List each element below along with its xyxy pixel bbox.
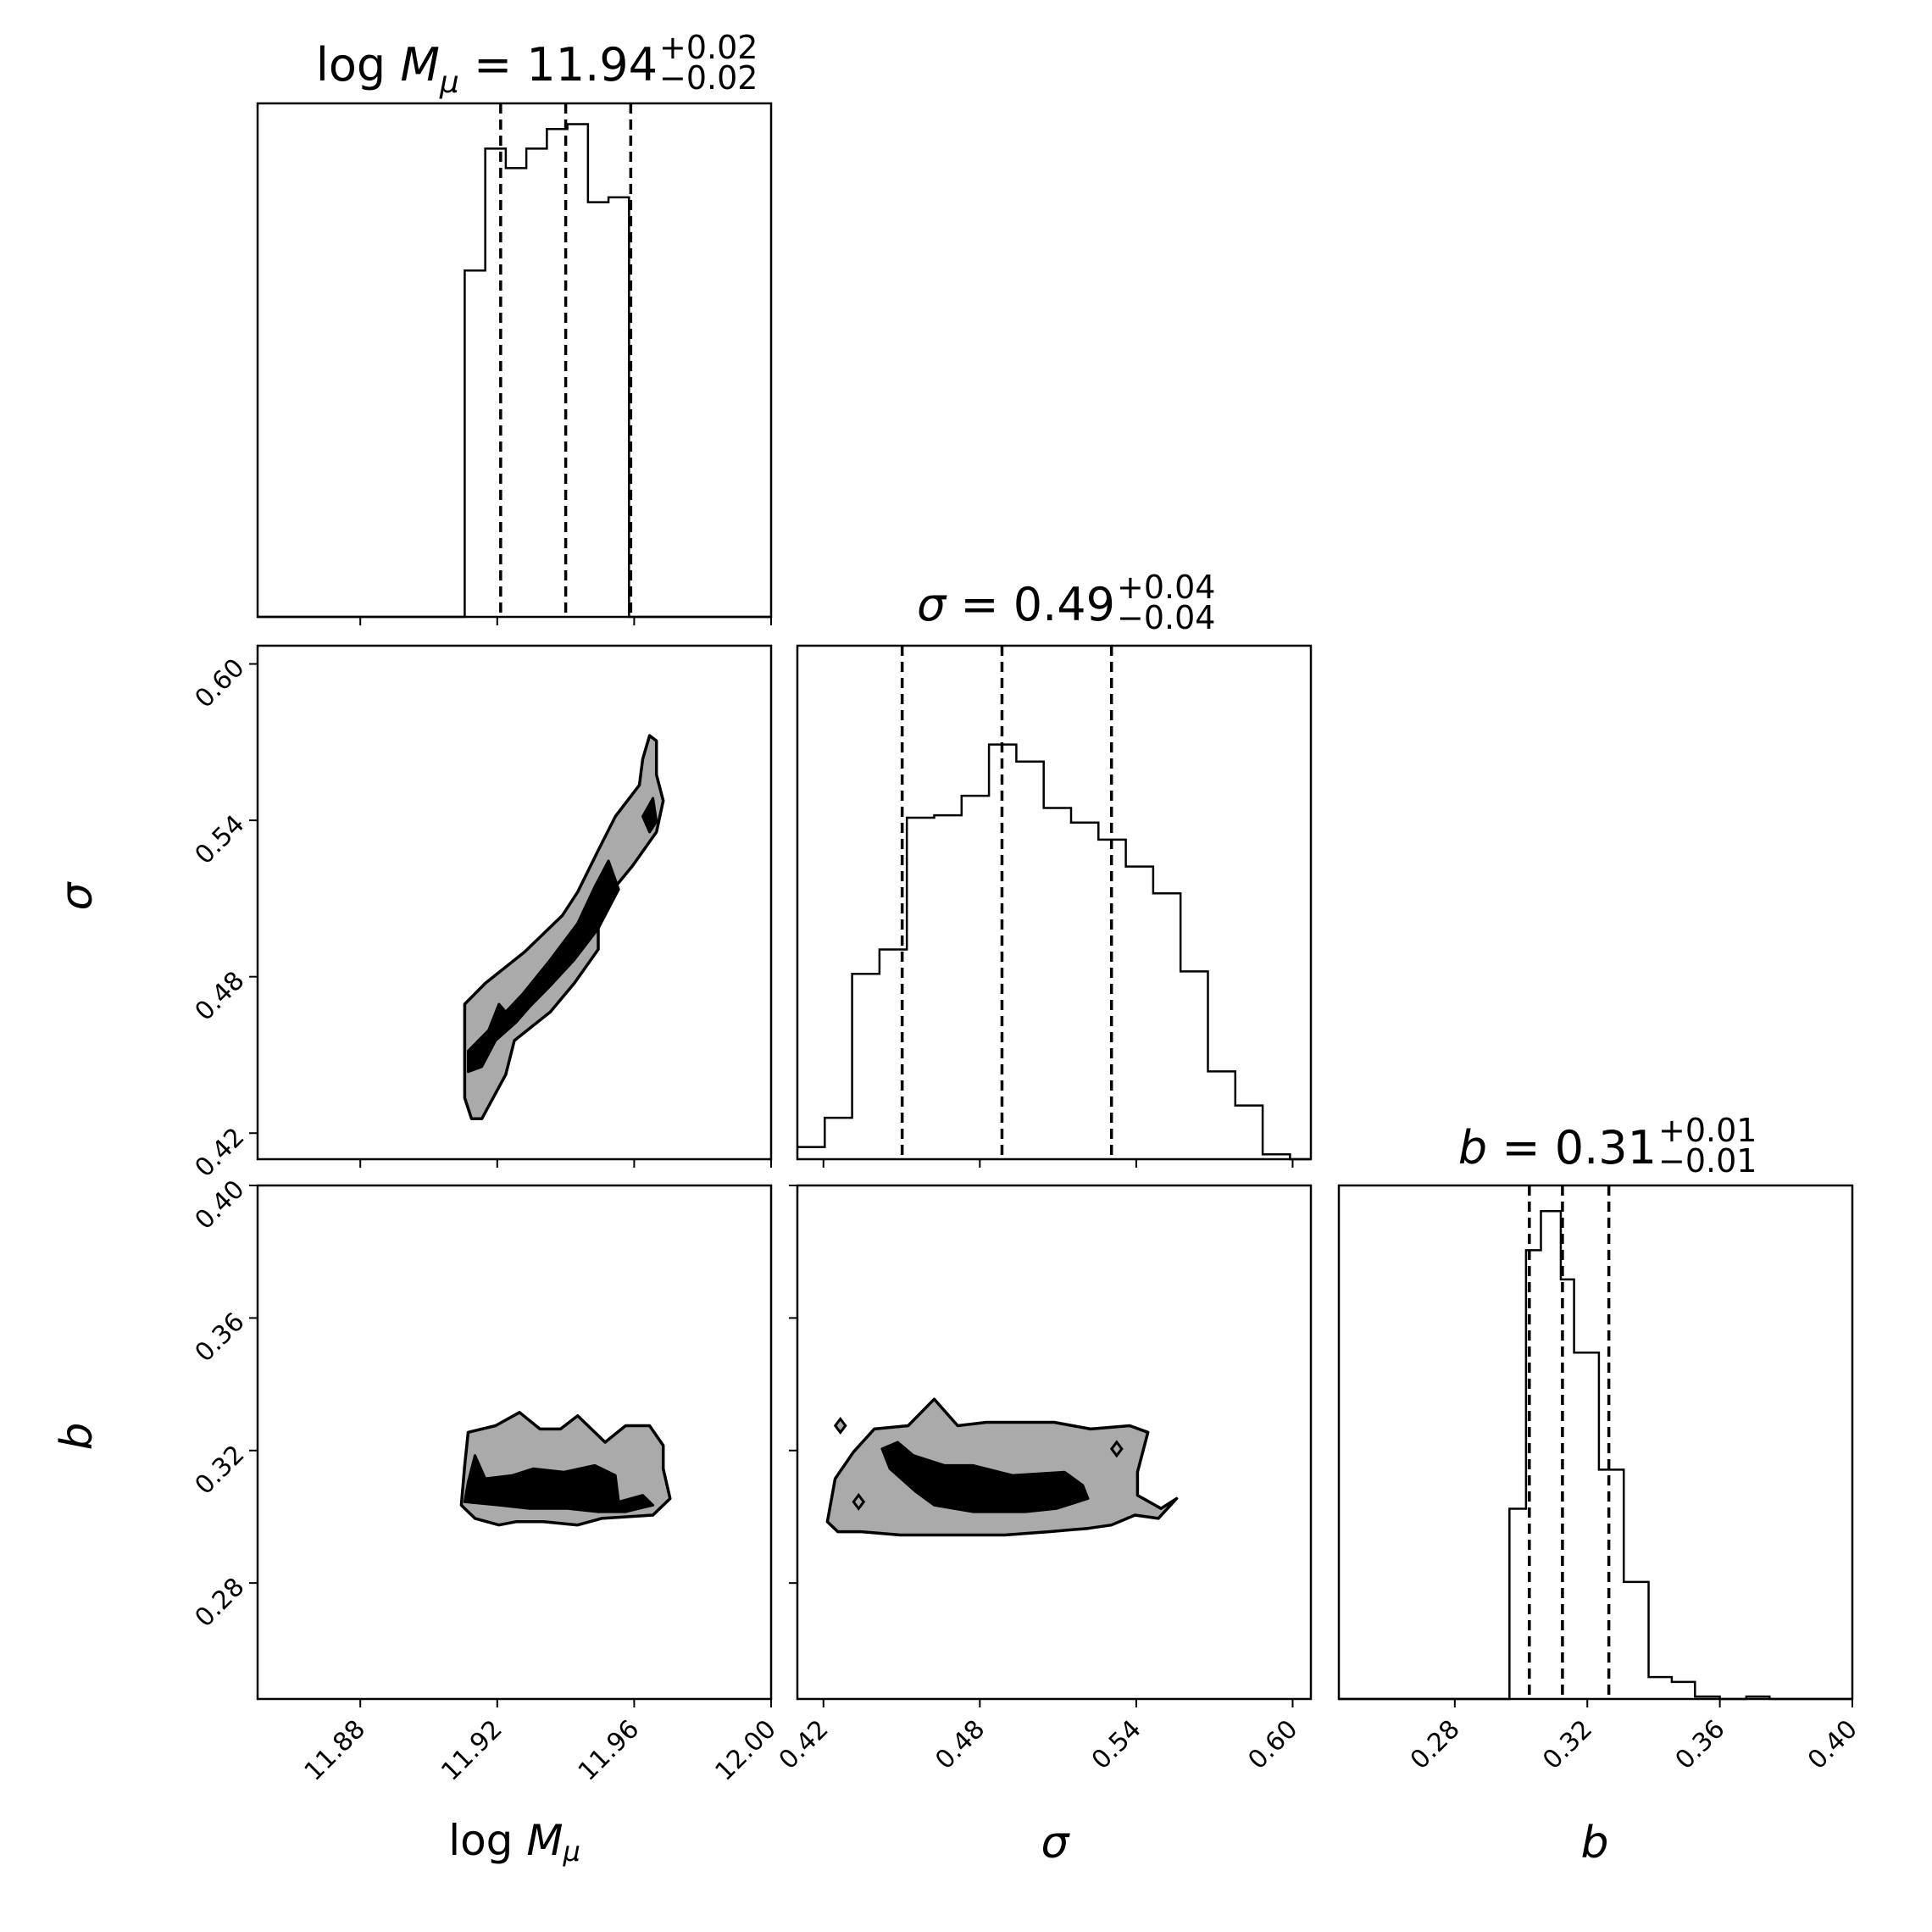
ytick-label-b-2: 0.36: [190, 1307, 251, 1368]
histogram-logM: [258, 123, 771, 619]
ytick-label-sigma-1: 0.48: [190, 966, 251, 1027]
ylabel-b: b: [52, 1422, 103, 1450]
title-b: b = 0.31 +0.01−0.01: [1458, 1112, 1757, 1180]
title-sigma: σ = 0.49 +0.04−0.04: [917, 569, 1216, 636]
contour-outer-logM-sigma: [463, 734, 665, 1121]
histogram-b: [1339, 1210, 1852, 1701]
xtick-label-logM-2: 11.96: [573, 1714, 645, 1786]
contour-inner-logM-sigma-1: [641, 797, 658, 834]
svg-text:−0.01: −0.01: [1658, 1142, 1757, 1180]
panel-frame-2-1: [796, 1184, 1313, 1701]
xtick-label-logM-1: 11.92: [436, 1714, 508, 1786]
panel-frame-1-1: [796, 644, 1313, 1161]
histogram-sigma: [797, 743, 1311, 1161]
ytick-label-b-3: 0.40: [190, 1174, 251, 1235]
panel-frame-2-2: [1337, 1184, 1854, 1701]
xtick-label-b-0: 0.28: [1405, 1714, 1466, 1775]
xlabel-logM: log Mμ: [448, 1816, 580, 1868]
contour-inner-sigma-b-0: [880, 1441, 1090, 1513]
contour-inner-logM-b-0: [463, 1454, 655, 1513]
svg-text:σ = 0.49: σ = 0.49: [917, 578, 1115, 631]
panel-frame-1-0: [256, 644, 773, 1161]
xtick-label-sigma-0: 0.42: [774, 1714, 835, 1775]
ytick-label-b-1: 0.32: [190, 1440, 251, 1501]
xlabel-sigma: σ: [1041, 1818, 1071, 1868]
contour-island-sigma-b-0: [833, 1416, 847, 1435]
xtick-label-sigma-3: 0.60: [1242, 1714, 1303, 1775]
svg-text:+0.02: +0.02: [659, 29, 758, 66]
svg-text:+0.04: +0.04: [1117, 569, 1215, 606]
contour-island-sigma-b-2: [1109, 1440, 1124, 1458]
svg-text:−0.04: −0.04: [1117, 599, 1215, 636]
contour-island-sigma-b-1: [852, 1492, 866, 1511]
svg-text:b = 0.31: b = 0.31: [1458, 1121, 1657, 1174]
panel-frame-0-0: [256, 102, 773, 619]
ytick-label-b-0: 0.28: [190, 1572, 251, 1633]
xtick-label-logM-0: 11.88: [299, 1714, 371, 1786]
ytick-label-sigma-3: 0.60: [190, 653, 251, 714]
xlabel-b: b: [1580, 1818, 1608, 1868]
ytick-label-sigma-2: 0.54: [190, 809, 251, 870]
xtick-label-sigma-2: 0.54: [1086, 1714, 1147, 1775]
ytick-label-sigma-0: 0.42: [190, 1122, 251, 1183]
svg-text:−0.02: −0.02: [659, 59, 758, 97]
svg-text:+0.01: +0.01: [1658, 1112, 1757, 1149]
xtick-label-sigma-1: 0.48: [930, 1714, 991, 1775]
contour-outer-sigma-b: [825, 1397, 1179, 1537]
xtick-label-logM-3: 12.00: [709, 1714, 781, 1786]
xtick-label-b-2: 0.36: [1670, 1714, 1731, 1775]
title-logM: log Mμ = 11.94 +0.02−0.02: [316, 29, 758, 100]
xtick-label-b-3: 0.40: [1802, 1714, 1863, 1775]
xtick-label-b-1: 0.32: [1537, 1714, 1598, 1775]
panel-frame-2-0: [256, 1184, 773, 1701]
ylabel-sigma: σ: [52, 880, 103, 910]
contour-inner-logM-sigma-0: [467, 859, 620, 1074]
svg-text:log Mμ = 11.94: log Mμ = 11.94: [316, 38, 658, 100]
